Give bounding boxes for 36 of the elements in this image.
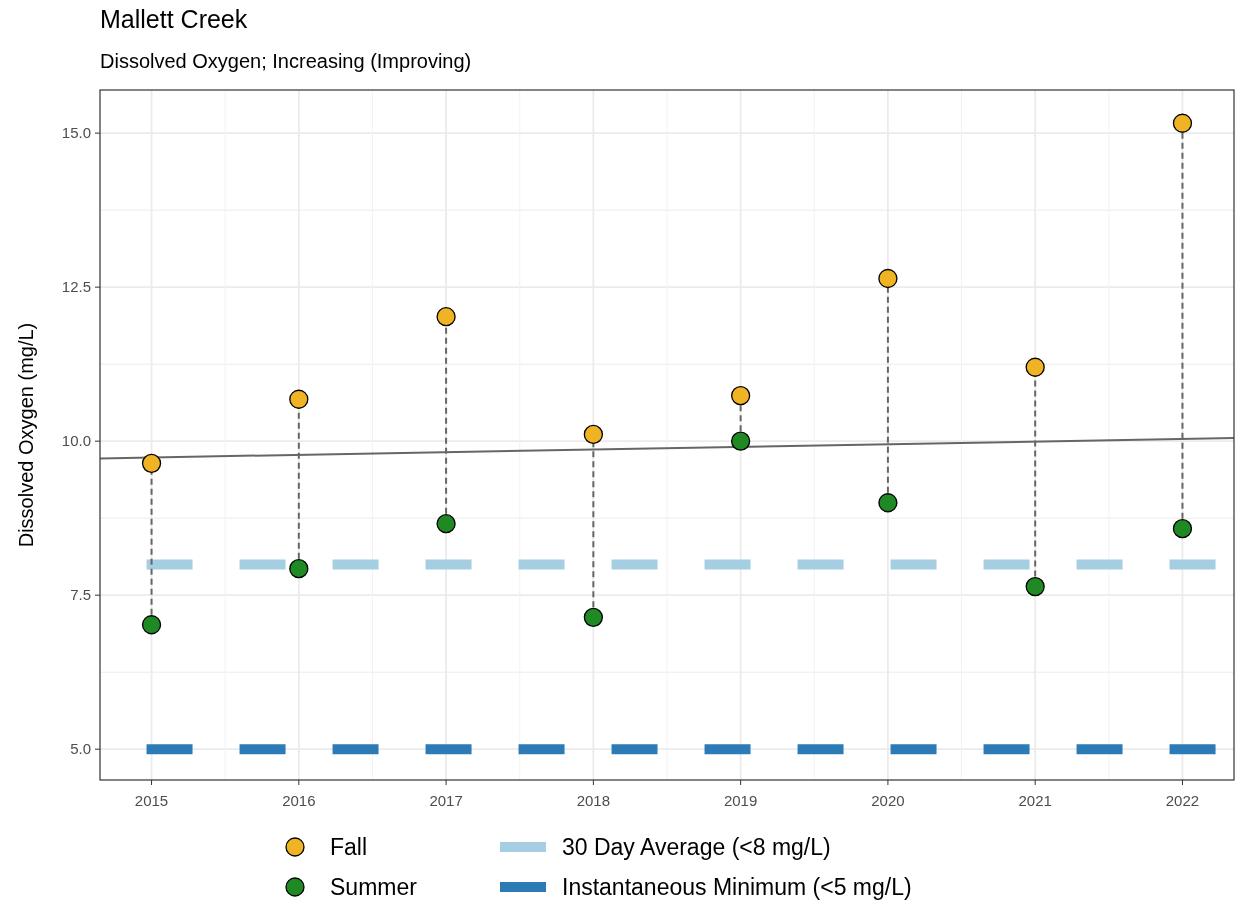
y-tick-label: 15.0 [61,124,91,142]
legend-label: Instantaneous Minimum (<5 mg/L) [562,874,912,901]
point [1172,113,1193,133]
point [878,268,898,289]
point [289,389,309,409]
y-axis-title: Dissolved Oxygen (mg/L) [15,322,37,548]
y-tick-label: 5.0 [70,740,91,758]
x-tick-label: 2019 [723,792,758,809]
point [878,493,898,513]
x-tick-label: 2017 [429,792,463,809]
point [141,453,162,473]
point [289,559,309,579]
point [436,307,456,327]
x-tick-label: 2022 [1165,792,1200,809]
y-tick-label: 12.5 [61,278,91,296]
point [1172,518,1193,539]
x-tick-label: 2015 [134,792,169,809]
x-tick-label: 2020 [871,792,905,809]
chart-subtitle: Dissolved Oxygen; Increasing (Improving) [100,50,472,72]
point [730,385,751,406]
point [583,607,604,628]
point [730,431,751,451]
legend-label: 30 Day Average (<8 mg/L) [562,834,831,861]
y-tick-label: 10.0 [61,432,91,450]
point [1025,357,1045,377]
y-tick-label: 7.5 [70,586,91,604]
point [141,615,162,635]
legend-label: Fall [330,834,368,861]
x-tick-label: 2018 [576,792,611,809]
point [1025,576,1045,597]
point [583,424,604,445]
x-tick-label: 2021 [1018,792,1052,809]
point [436,514,456,534]
legend-label: Summer [330,874,418,901]
x-tick-label: 2016 [282,792,316,809]
chart-title: Mallett Creek [100,5,248,33]
